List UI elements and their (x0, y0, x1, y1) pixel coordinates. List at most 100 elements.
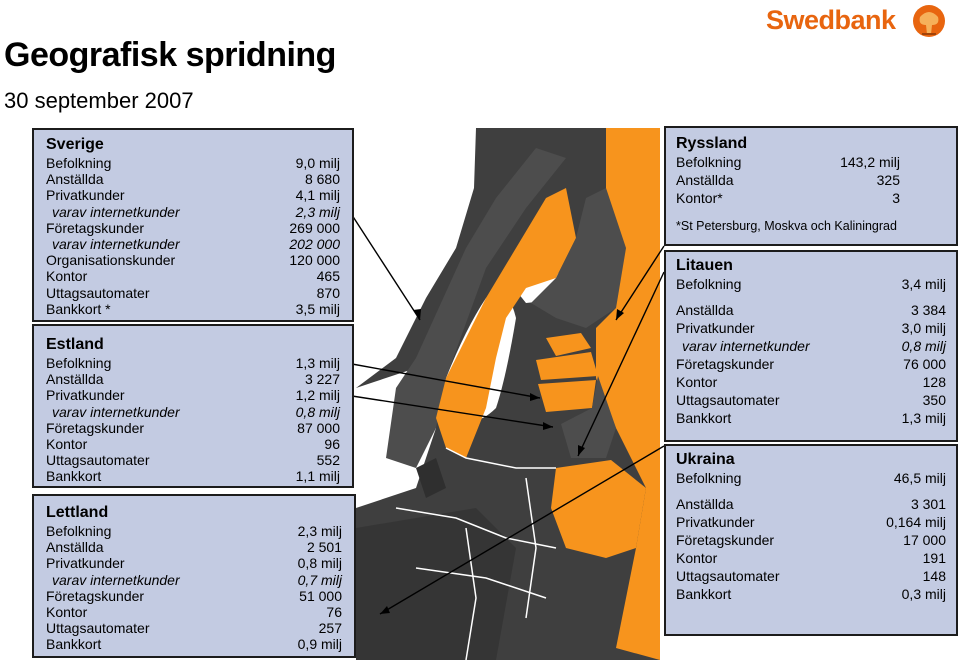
ukraina-row: Bankkort 0,3 milj (676, 585, 946, 603)
estland-row: Uttagsautomater 552 (46, 452, 340, 468)
row-value: 552 (316, 452, 340, 469)
row-label: Bankkort * (46, 300, 111, 317)
row-label: Kontor (46, 268, 88, 285)
estland-row: Bankkort 1,1 milj (46, 468, 340, 484)
sweden-title: Sverige (46, 136, 104, 153)
row-value: 9,0 milj (295, 155, 340, 171)
sverige-row: Företagskunder 269 000 (46, 220, 340, 236)
row-value: 76 000 (903, 356, 946, 372)
row-value: 1,2 milj (295, 387, 340, 404)
europe-map (356, 128, 660, 660)
row-value: 128 (922, 374, 946, 390)
row-label: Bankkort (46, 468, 102, 485)
ukraina-row: Kontor 191 (676, 549, 946, 567)
litauen-row: Bankkort 1,3 milj (676, 409, 946, 427)
row-value: 8 680 (304, 171, 340, 188)
row-value: 3 301 (910, 496, 946, 512)
row-label: Företagskunder (676, 532, 775, 548)
ryssland-row: Kontor* 3 (676, 189, 900, 207)
row-value: 0,8 milj (297, 555, 342, 572)
row-value: 4,1 milj (295, 187, 340, 204)
sverige-row: Kontor 465 (46, 268, 340, 284)
row-value: 465 (316, 268, 340, 285)
lettland-row: Anställda 2 501 (46, 539, 342, 555)
row-value: 325 (876, 172, 900, 188)
row-value: 3,0 milj (901, 320, 946, 336)
lithuania-row-population: Befolkning 3,4 milj (676, 276, 946, 292)
row-value: 51 000 (299, 587, 342, 604)
russia-title: Ryssland (676, 135, 748, 152)
row-label: Privatkunder (46, 187, 125, 204)
logo-text: Swedbank (766, 5, 896, 35)
row-label: Kontor (676, 550, 718, 566)
sweden-box: Sverige Befolkning 9,0 milj Anställda 8 680… (32, 128, 354, 322)
row-label: Företagskunder (46, 419, 145, 436)
row-value: 0,7 milj (297, 571, 342, 588)
row-value: 3 384 (910, 302, 946, 318)
estonia-title: Estland (46, 336, 104, 353)
page-subtitle: 30 september 2007 (4, 88, 194, 113)
russia-footnote: *St Petersburg, Moskva och Kaliningrad (676, 219, 897, 233)
row-label: Företagskunder (46, 219, 145, 236)
row-label: Bankkort (46, 636, 102, 653)
estland-row: Anställda 3 227 (46, 371, 340, 387)
row-value: 269 000 (289, 219, 340, 236)
latvia-box: Lettland Befolkning 2,3 milj Anställda 2 50… (32, 494, 356, 658)
row-value: 1,3 milj (295, 355, 340, 371)
russia-box: Ryssland Befolkning 143,2 milj Anställda 32… (664, 126, 958, 246)
oak-tree-icon (913, 5, 945, 37)
litauen-row: Privatkunder 3,0 milj (676, 319, 946, 337)
ukraina-row: Företagskunder 17 000 (676, 531, 946, 549)
ukraine-box: Ukraina Befolkning 46,5 milj Anställda 3 … (664, 444, 958, 636)
row-value: 870 (316, 284, 340, 301)
lettland-row: Privatkunder 0,8 milj (46, 555, 342, 571)
row-value: 3,5 milj (295, 300, 340, 317)
row-label: Anställda (46, 371, 104, 388)
lithuania-box: Litauen Befolkning 3,4 milj Anställda 3 3… (664, 250, 958, 442)
row-label: Anställda (46, 539, 104, 556)
row-label: Privatkunder (676, 320, 755, 336)
row-value: 350 (922, 392, 946, 408)
latvia-title: Lettland (46, 504, 109, 521)
row-label: Befolkning (46, 355, 112, 371)
estonia-box: Estland Befolkning 1,3 milj Anställda 3 227… (32, 324, 354, 488)
row-label: Företagskunder (676, 356, 775, 372)
row-label: Kontor (46, 604, 88, 621)
row-label: Privatkunder (46, 555, 125, 572)
row-label: Befolkning (46, 523, 112, 539)
row-value: 0,164 milj (886, 514, 946, 530)
ukraina-row: Anställda 3 301 (676, 495, 946, 513)
row-label: varav internetkunder (52, 236, 180, 253)
row-value: 1,1 milj (295, 468, 340, 485)
sverige-row: Uttagsautomater 870 (46, 285, 340, 301)
lettland-row: Bankkort 0,9 milj (46, 636, 342, 652)
row-label: varav internetkunder (682, 338, 810, 354)
litauen-row: Anställda 3 384 (676, 301, 946, 319)
ukraine-row-population: Befolkning 46,5 milj (676, 470, 946, 486)
sverige-row: Privatkunder 4,1 milj (46, 187, 340, 203)
sverige-row: Befolkning 9,0 milj (46, 155, 340, 171)
lettland-row: Uttagsautomater 257 (46, 620, 342, 636)
row-label: Anställda (676, 496, 734, 512)
row-value: 202 000 (289, 236, 340, 253)
row-value: 3 227 (304, 371, 340, 388)
row-label: Uttagsautomater (676, 568, 780, 584)
lettland-row: Företagskunder 51 000 (46, 588, 342, 604)
page-title: Geografisk spridning (4, 36, 336, 74)
estland-row: Företagskunder 87 000 (46, 420, 340, 436)
lettland-row: Befolkning 2,3 milj (46, 523, 342, 539)
row-value: 0,8 milj (901, 338, 946, 354)
row-value: 257 (318, 620, 342, 637)
sverige-row: varav internetkunder 202 000 (46, 236, 340, 252)
lettland-row: varav internetkunder 0,7 milj (46, 572, 342, 588)
row-value: 96 (324, 436, 340, 453)
estland-row: Kontor 96 (46, 436, 340, 452)
litauen-row: Kontor 128 (676, 373, 946, 391)
row-label: Privatkunder (46, 387, 125, 404)
ukraine-title: Ukraina (676, 451, 735, 468)
estland-row: Privatkunder 1,2 milj (46, 387, 340, 403)
row-label: varav internetkunder (52, 403, 180, 420)
row-value: 1,3 milj (901, 410, 946, 426)
litauen-row: Uttagsautomater 350 (676, 391, 946, 409)
row-value: 2,3 milj (295, 203, 340, 220)
